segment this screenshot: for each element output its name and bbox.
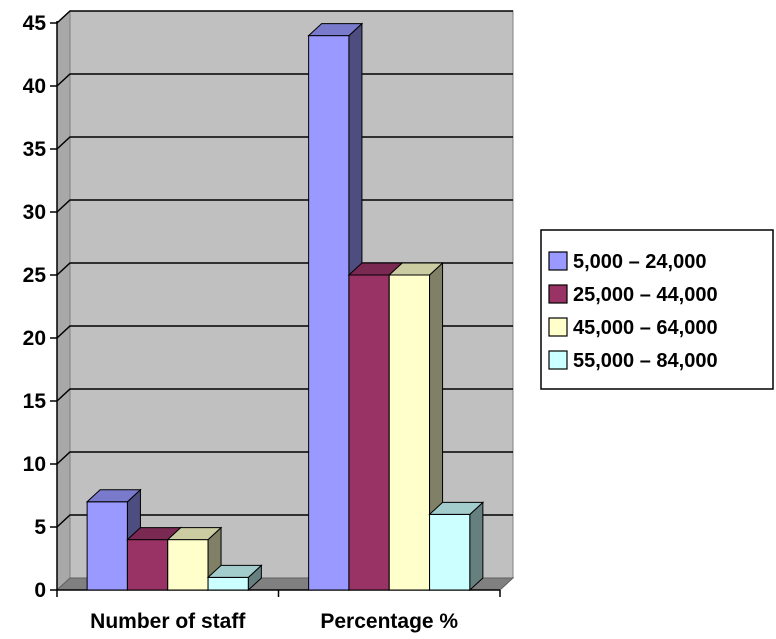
legend-item: 5,000 – 24,000 <box>548 251 706 273</box>
legend-item: 55,000 – 84,000 <box>548 350 718 372</box>
bar-top <box>85 489 142 503</box>
gridline <box>56 136 513 150</box>
legend-label: 5,000 – 24,000 <box>573 251 706 273</box>
y-tick-label: 15 <box>23 390 47 413</box>
bar-top <box>166 527 223 541</box>
bar <box>387 261 444 592</box>
side-wall <box>56 9 71 592</box>
legend-label: 25,000 – 44,000 <box>573 284 718 306</box>
legend: 5,000 – 24,000 25,000 – 44,000 45,000 – 64… <box>540 229 774 390</box>
gridline <box>56 10 513 24</box>
y-tick-label: 25 <box>23 264 47 287</box>
bars <box>85 22 485 592</box>
bar-front <box>126 539 169 591</box>
y-tick-label: 40 <box>23 75 46 98</box>
gridline <box>56 73 513 87</box>
bar-front <box>348 274 390 591</box>
bar-front <box>308 35 350 591</box>
bar-front <box>86 501 128 591</box>
legend-swatch <box>548 350 568 370</box>
bar-front <box>388 274 431 591</box>
bar-top <box>428 501 485 515</box>
legend-swatch <box>548 317 568 337</box>
bar-top <box>307 23 364 37</box>
legend-label: 45,000 – 64,000 <box>573 317 718 339</box>
y-tick-label: 35 <box>23 138 47 161</box>
x-category-label: Percentage % <box>320 610 458 633</box>
y-tick-label: 10 <box>23 453 46 476</box>
y-tick-label: 0 <box>34 579 46 602</box>
y-tick-label: 45 <box>23 12 47 35</box>
bar <box>166 526 223 592</box>
x-axis-category-labels: Number of staff Percentage % <box>90 610 458 633</box>
bar-top <box>387 262 444 276</box>
legend-box <box>540 229 774 390</box>
bar-top <box>206 564 263 578</box>
x-category-label: Number of staff <box>90 610 246 633</box>
legend-item: 25,000 – 44,000 <box>548 284 718 306</box>
legend-swatch <box>548 251 568 271</box>
y-tick-label: 30 <box>23 201 46 224</box>
bar-side <box>469 501 484 592</box>
y-tick-label: 20 <box>23 327 46 350</box>
bar <box>428 501 485 592</box>
bar-front <box>207 576 249 591</box>
y-axis-tick-labels: 0 5 10 15 20 25 30 35 40 45 <box>23 12 47 602</box>
gridline <box>56 199 513 213</box>
bar-front <box>429 513 471 591</box>
legend-label: 55,000 – 84,000 <box>573 350 718 372</box>
legend-item: 45,000 – 64,000 <box>548 317 718 339</box>
legend-swatch <box>548 284 568 304</box>
bar-front <box>167 539 209 591</box>
bar <box>206 564 263 592</box>
y-tick-label: 5 <box>34 516 46 539</box>
